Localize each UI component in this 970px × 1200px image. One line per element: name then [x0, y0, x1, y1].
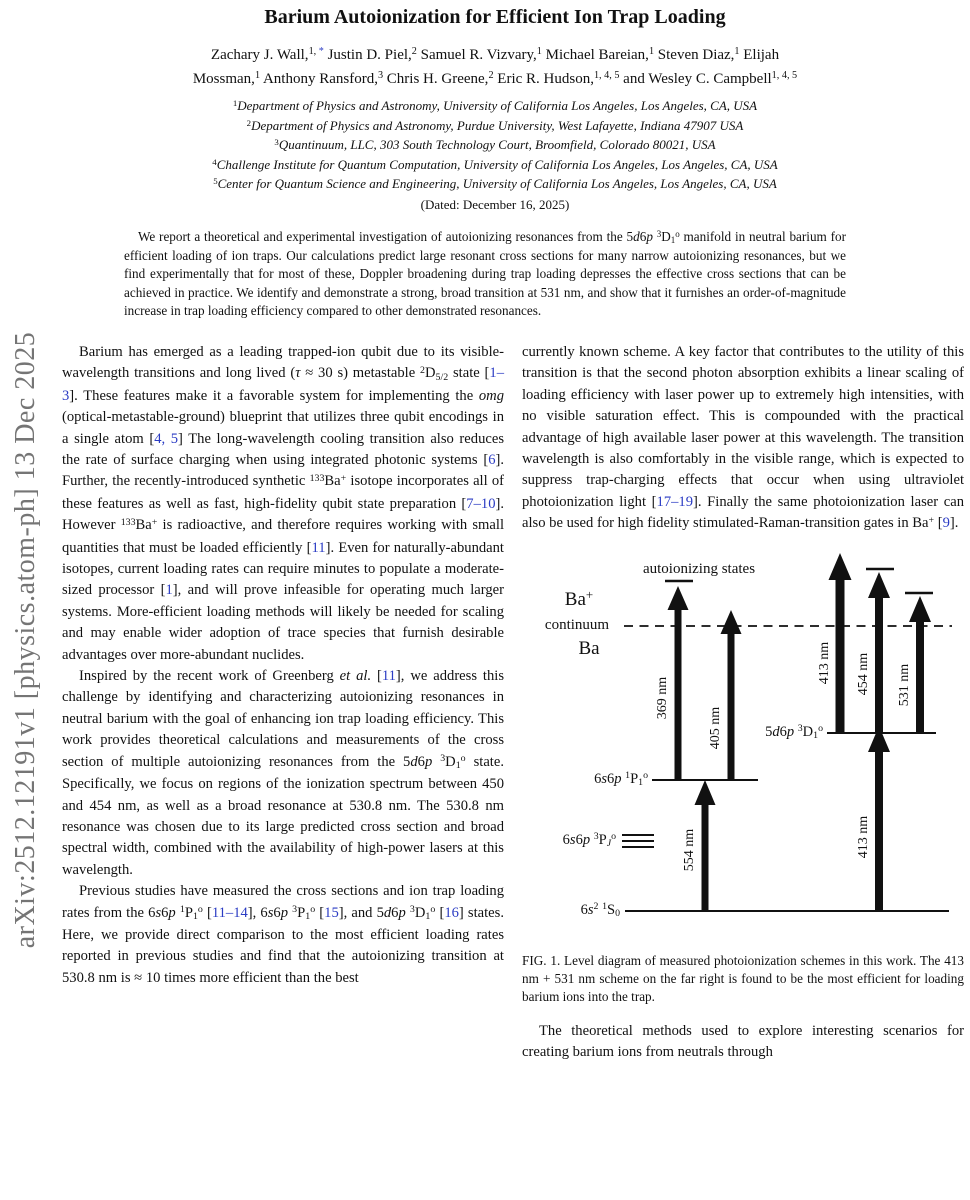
arrow-413nm-upper — [828, 552, 852, 733]
arrow-label-405nm: 405 nm — [708, 706, 723, 749]
level-label-6s6p-3PJ: 6s6p 3PJo — [562, 831, 616, 850]
citation-link[interactable]: 1 — [165, 582, 173, 599]
affiliation-5: 5Center for Quantum Science and Engineer… — [213, 176, 777, 192]
citation-link[interactable]: 7–10 — [466, 495, 496, 512]
left-column: Barium has emerged as a leading trapped-… — [62, 342, 504, 1064]
arrow-label-413nm-upper: 413 nm — [817, 641, 832, 684]
continuum-label: continuum — [544, 616, 610, 633]
date-line: (Dated: December 16, 2025) — [420, 196, 570, 212]
citation-link[interactable]: 1–3 — [62, 365, 505, 404]
body-columns: Barium has emerged as a leading trapped-… — [62, 342, 964, 1064]
paragraph-theory: The theoretical methods used to explore … — [522, 1022, 964, 1061]
arrow-554nm — [694, 779, 716, 911]
citation-link[interactable]: 11 — [381, 668, 396, 685]
arrow-531nm — [909, 595, 931, 733]
paragraph-intro: Barium has emerged as a leading trapped-… — [62, 343, 505, 663]
author-line-2: Mossman,1 Anthony Ransford,3 Chris H. Gr… — [192, 70, 798, 87]
author-line-1: Zachary J. Wall,1, * Justin D. Piel,2 Sa… — [210, 46, 780, 63]
level-label-ground: 6s2 1S0 — [580, 901, 620, 920]
arrow-413nm-lower — [868, 725, 890, 911]
paragraph-previous-studies: Previous studies have measured the cross… — [62, 883, 504, 986]
level-label-5d6p-3D1: 5d6p 3D1o — [765, 723, 823, 742]
paper-title: Barium Autoionization for Efficient Ion … — [264, 6, 726, 28]
citation-link[interactable]: 4, 5 — [154, 430, 179, 447]
affiliation-1: 1Department of Physics and Astronomy, Un… — [232, 98, 758, 113]
autoionizing-states-label: autoionizing states — [642, 560, 756, 577]
citation-link[interactable]: * — [318, 46, 324, 58]
arrow-369nm — [667, 585, 689, 780]
right-column: currently known scheme. A key factor tha… — [522, 342, 964, 1064]
paper-content: Barium Autoionization for Efficient Ion … — [62, 6, 964, 1064]
ba-label: Ba — [578, 637, 600, 659]
paragraph-approach: Inspired by the recent work of Greenberg… — [62, 668, 504, 878]
citation-link[interactable]: 11–14 — [211, 904, 248, 921]
arrow-label-413nm-lower: 413 nm — [856, 815, 871, 858]
citation-link[interactable]: 16 — [444, 904, 459, 921]
abstract: We report a theoretical and experimental… — [124, 228, 847, 318]
citation-link[interactable]: 15 — [324, 904, 339, 921]
figure-1-level-diagram: autoionizing states Ba+ continuum Ba 5d6… — [532, 548, 962, 940]
citation-link[interactable]: 9 — [942, 515, 950, 532]
affiliation-4: 4Challenge Institute for Quantum Computa… — [212, 156, 778, 172]
arrow-454nm — [868, 571, 890, 733]
affiliation-3: 3Quantinuum, LLC, 303 South Technology C… — [274, 137, 716, 153]
arrow-label-531nm: 531 nm — [897, 663, 912, 706]
figure-caption: FIG. 1. Level diagram of measured photoi… — [522, 952, 964, 1005]
citation-link[interactable]: 6 — [488, 452, 496, 469]
level-label-6s6p-1P1: 6s6p 1P1o — [594, 770, 648, 789]
level-diagram-graphics — [622, 552, 952, 912]
citation-link[interactable]: 11 — [311, 539, 326, 556]
paragraph-continuation: currently known scheme. A key factor tha… — [522, 343, 964, 532]
arrow-405nm — [720, 609, 742, 780]
arrow-label-554nm: 554 nm — [682, 828, 697, 871]
affiliation-2: 2Department of Physics and Astronomy, Pu… — [246, 117, 744, 133]
arrow-label-369nm: 369 nm — [655, 676, 670, 719]
arrow-label-454nm: 454 nm — [856, 652, 871, 695]
ba-plus-label: Ba+ — [564, 586, 594, 610]
citation-link[interactable]: 17–19 — [656, 493, 694, 510]
